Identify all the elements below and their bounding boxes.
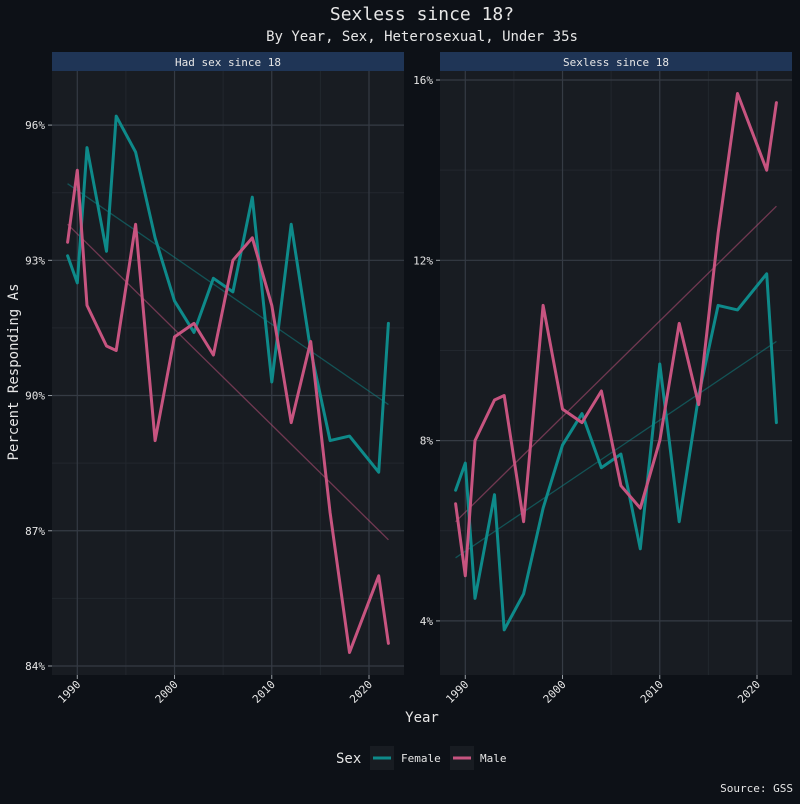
legend-label-male: Male: [480, 752, 507, 765]
series-line-male: [66, 168, 390, 654]
facet-strip: [440, 52, 792, 71]
facet-strip-label: Sexless since 18: [563, 56, 669, 69]
source-caption: Source: GSS: [720, 782, 793, 795]
x-axis-title: Year: [405, 710, 439, 726]
chart-title: Sexless since 18?: [330, 4, 514, 25]
trend-line-male: [455, 205, 777, 523]
y-tick-label: 16%: [413, 74, 433, 87]
legend-title: Sex: [336, 751, 361, 767]
trend-line-male: [67, 223, 389, 541]
trend-line-female: [455, 340, 777, 559]
y-tick-label: 96%: [25, 119, 45, 132]
y-axis-title: Percent Responding As: [6, 283, 22, 460]
facet-strip: [52, 52, 404, 71]
y-tick-label: 93%: [25, 254, 45, 267]
panel-background: [52, 71, 404, 675]
series-line-male: [454, 92, 778, 578]
y-tick-label: 4%: [420, 615, 434, 628]
y-tick-label: 90%: [25, 390, 45, 403]
y-tick-label: 87%: [25, 525, 45, 538]
y-tick-label: 84%: [25, 660, 45, 673]
panel-background: [440, 71, 792, 675]
y-tick-label: 12%: [413, 254, 433, 267]
y-tick-label: 8%: [420, 435, 434, 448]
legend: Sex Female Male: [336, 746, 507, 770]
series-line-female: [454, 272, 778, 632]
trend-line-female: [67, 183, 389, 406]
series-line-female: [66, 114, 390, 474]
chart-subtitle: By Year, Sex, Heterosexual, Under 35s: [266, 29, 578, 45]
facet-strip-label: Had sex since 18: [175, 56, 281, 69]
legend-label-female: Female: [401, 752, 441, 765]
